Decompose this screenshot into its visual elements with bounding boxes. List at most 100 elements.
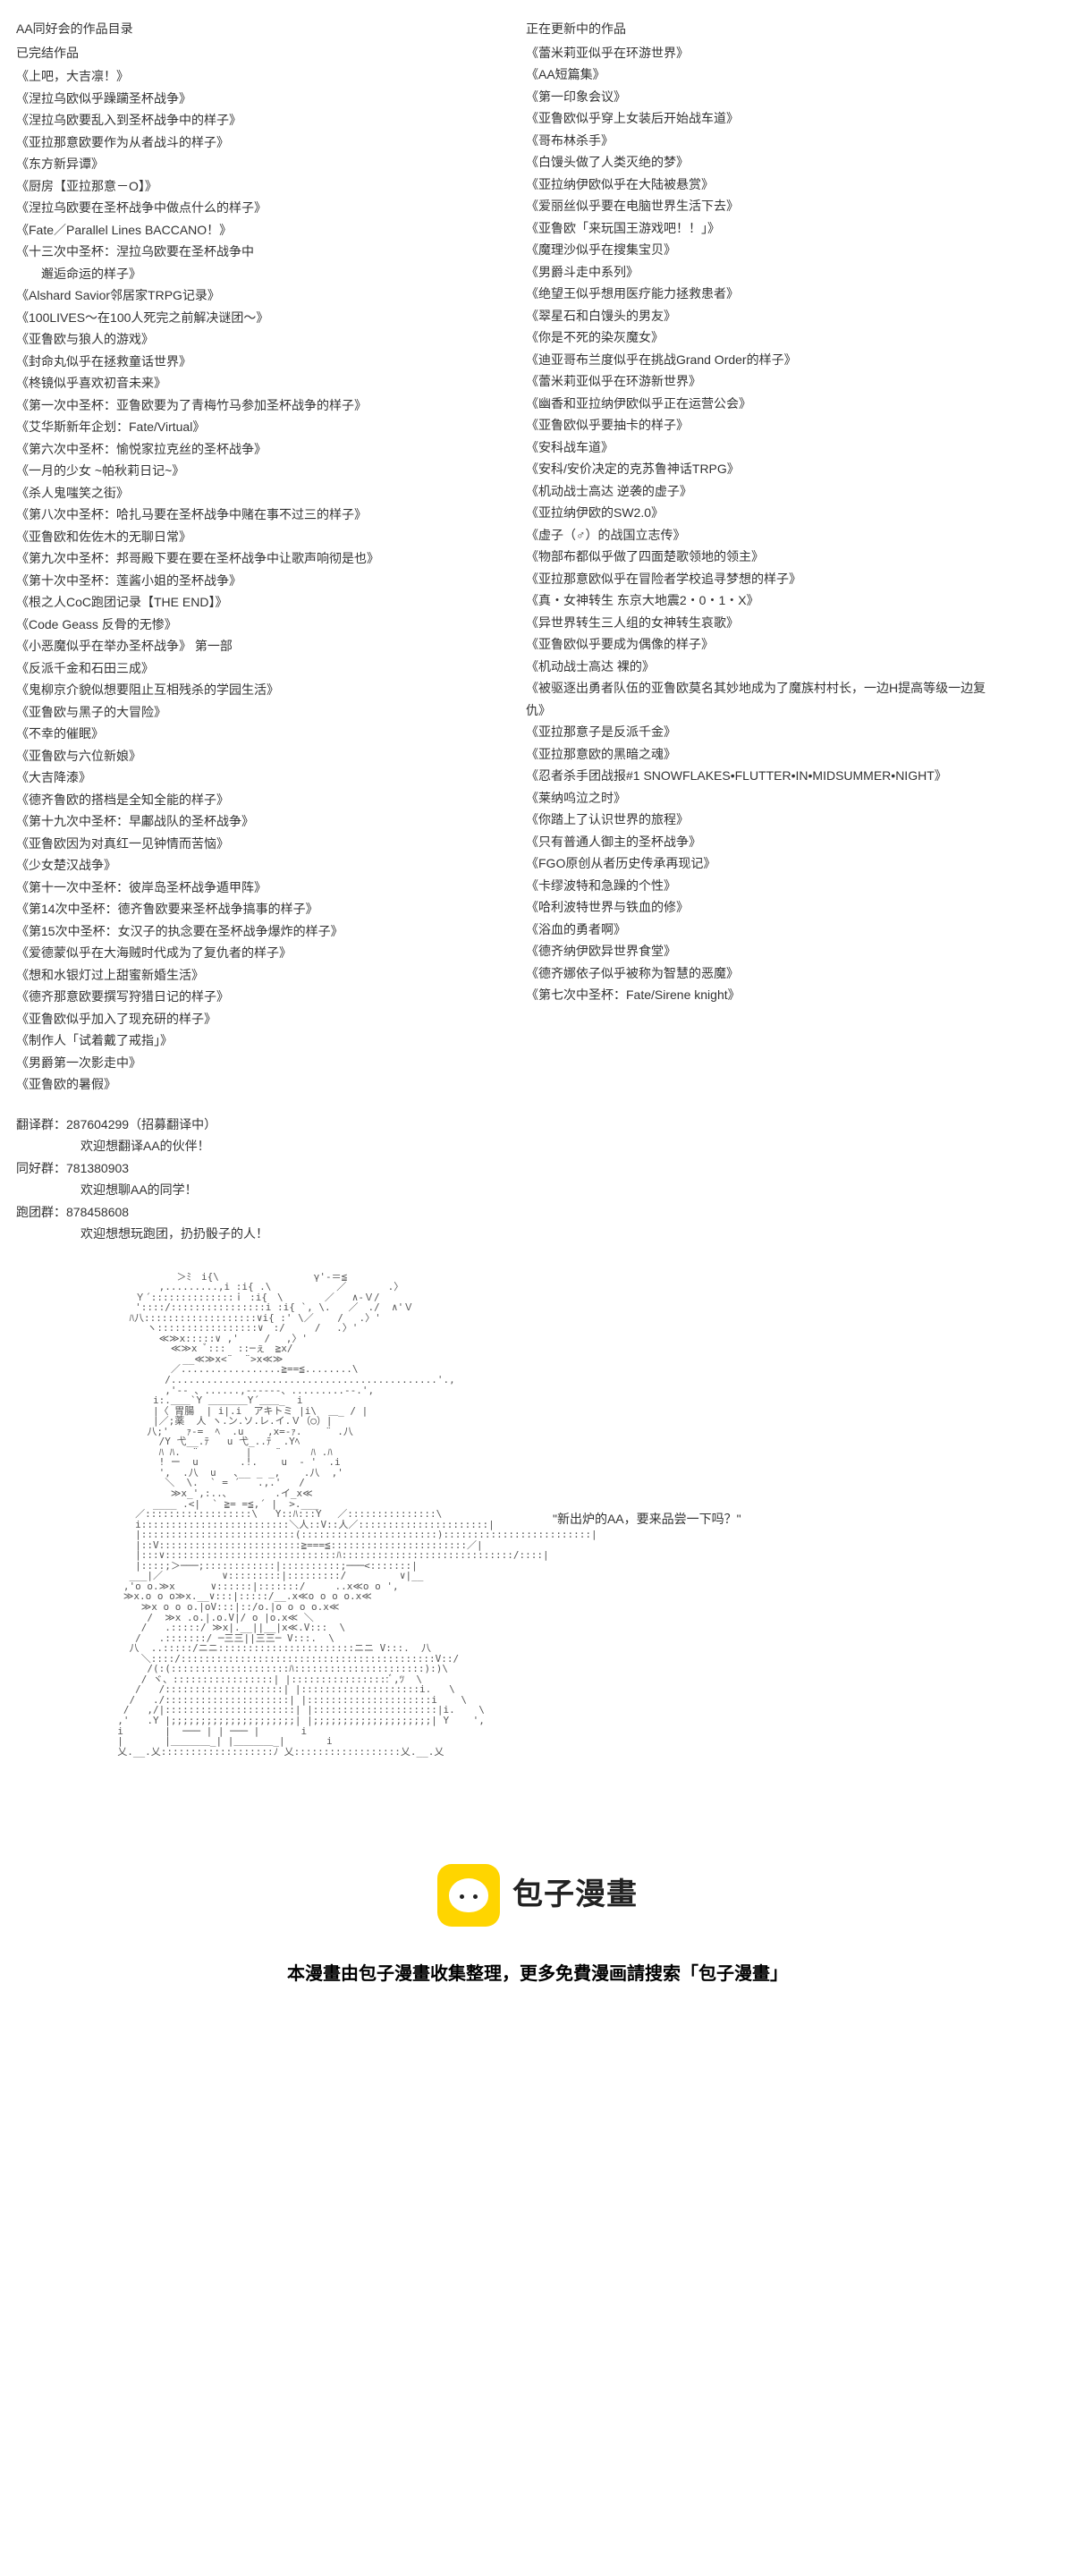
work-item: 《哈利波特世界与铁血的修》 <box>526 896 1027 919</box>
work-item: 《虚子（♂）的战国立志传》 <box>526 524 1027 547</box>
work-item: 《第十一次中圣杯：彼岸岛圣杯战争遁甲阵》 <box>16 877 517 899</box>
work-item: 《蕾米莉亚似乎在环游新世界》 <box>526 370 1027 393</box>
brand-logo-row: 包子漫畫 <box>16 1864 1059 1927</box>
work-item: 《莱纳呜泣之时》 <box>526 787 1027 809</box>
updating-works-list: 《蕾米莉亚似乎在环游世界》《AA短篇集》《第一印象会议》《亚鲁欧似乎穿上女装后开… <box>526 42 1027 1006</box>
work-item: 《第一次中圣杯：亚鲁欧要为了青梅竹马参加圣杯战争的样子》 <box>16 394 517 417</box>
group-line: 欢迎想想玩跑团，扔扔骰子的人！ <box>16 1223 517 1245</box>
work-item: 《第七次中圣杯：Fate/Sirene knight》 <box>526 984 1027 1006</box>
work-item: 《德齐鲁欧的搭档是全知全能的样子》 <box>16 789 517 811</box>
work-item: 《亚鲁欧「来玩国王游戏吧！！」》 <box>526 217 1027 240</box>
work-item: 《幽香和亚拉纳伊欧似乎正在运营公会》 <box>526 393 1027 415</box>
group-line: 同好群：781380903 <box>16 1157 517 1180</box>
work-item: 《Alshard Savior邻居家TRPG记录》 <box>16 284 517 307</box>
work-item: 《第14次中圣杯：德齐鲁欧要来圣杯战争搞事的样子》 <box>16 898 517 920</box>
work-item: 《涅拉乌欧要乱入到圣杯战争中的样子》 <box>16 109 517 131</box>
work-item: 《Code Geass 反骨的无惨》 <box>16 614 517 636</box>
work-item: 《亚鲁欧似乎穿上女装后开始战车道》 <box>526 107 1027 130</box>
work-item: 《亚拉那意欧似乎在冒险者学校追寻梦想的样子》 <box>526 568 1027 590</box>
work-item: 《反派千金和石田三成》 <box>16 657 517 680</box>
group-line: 跑团群：878458608 <box>16 1201 517 1224</box>
work-item: 《亚拉那意子是反派千金》 <box>526 721 1027 743</box>
work-item: 《机动战士高达 逆袭的虚子》 <box>526 480 1027 503</box>
work-item: 《100LIVES～在100人死完之前解决谜团～》 <box>16 307 517 329</box>
work-item: 《十三次中圣杯：涅拉乌欧要在圣杯战争中 <box>16 241 517 263</box>
work-item: 《鬼柳京介貌似想要阻止互相残杀的学园生活》 <box>16 679 517 701</box>
work-item: 《爱丽丝似乎要在电脑世界生活下去》 <box>526 195 1027 217</box>
updating-heading: 正在更新中的作品 <box>526 18 1027 40</box>
footer-note: 本漫畫由包子漫畫收集整理，更多免費漫画請搜索「包子漫畫」 <box>16 1959 1059 1990</box>
work-item: 《真・女神转生 东京大地震2・0・1・X》 <box>526 589 1027 612</box>
catalog-heading: AA同好会的作品目录 <box>16 18 517 40</box>
ascii-art: ＞ﾐ i{\ γ'-＝≦ ,.........,i :i{ .\ ／ .〉 Ｙ´… <box>16 1272 517 1758</box>
work-item: 《厨房【亚拉那意－O】》 <box>16 175 517 198</box>
work-item: 《Fate／Parallel Lines BACCANO！》 <box>16 219 517 242</box>
work-item: 《亚鲁欧似乎加入了现充研的样子》 <box>16 1008 517 1030</box>
work-item: 《大吉降溙》 <box>16 767 517 789</box>
work-item: 《物部布都似乎做了四面楚歌领地的领主》 <box>526 546 1027 568</box>
groups-block: 翻译群：287604299（招募翻译中）欢迎想翻译AA的伙伴！同好群：78138… <box>16 1114 517 1245</box>
work-item: 《想和水银灯过上甜蜜新婚生活》 <box>16 964 517 987</box>
work-item: 《亚鲁欧和佐佐木的无聊日常》 <box>16 526 517 548</box>
work-item: 《亚鲁欧因为对真红一见钟情而苦恼》 <box>16 833 517 855</box>
work-item: 《一月的少女 ~帕秋莉日记~》 <box>16 460 517 482</box>
work-item: 《艾华斯新年企划：Fate/Virtual》 <box>16 416 517 438</box>
work-item: 《根之人CoC跑团记录【THE END】》 <box>16 591 517 614</box>
work-item: 《德齐娜依子似乎被称为智慧的恶魔》 <box>526 962 1027 985</box>
work-item: 《第八次中圣杯：哈扎马要在圣杯战争中赌在事不过三的样子》 <box>16 504 517 526</box>
work-item: 《亚鲁欧与狼人的游戏》 <box>16 328 517 351</box>
work-item: 《亚拉纳伊欧的SW2.0》 <box>526 502 1027 524</box>
work-item: 《封命丸似乎在拯救童话世界》 <box>16 351 517 373</box>
work-item: 《你踏上了认识世界的旅程》 <box>526 809 1027 831</box>
work-item: 《AA短篇集》 <box>526 64 1027 86</box>
work-item: 《德齐那意欧要撰写狩猎日记的样子》 <box>16 986 517 1008</box>
work-item: 《第九次中圣杯：邦哥殿下要在要在圣杯战争中让歌声响彻是也》 <box>16 547 517 570</box>
work-item: 《第15次中圣杯：女汉子的执念要在圣杯战争爆炸的样子》 <box>16 920 517 943</box>
work-item: 《机动战士高达 裸的》 <box>526 656 1027 678</box>
work-item: 《第一印象会议》 <box>526 86 1027 108</box>
completed-subheading: 已完结作品 <box>16 42 517 64</box>
work-item: 《男爵第一次影走中》 <box>16 1052 517 1074</box>
work-item: 《涅拉乌欧要在圣杯战争中做点什么的样子》 <box>16 197 517 219</box>
completed-works-list: 《上吧，大吉凛！》《涅拉乌欧似乎躁躏圣杯战争》《涅拉乌欧要乱入到圣杯战争中的样子… <box>16 65 517 1096</box>
work-item: 《第十次中圣杯：莲酱小姐的圣杯战争》 <box>16 570 517 592</box>
group-line: 翻译群：287604299（招募翻译中） <box>16 1114 517 1136</box>
work-item: 《亚鲁欧与六位新娘》 <box>16 745 517 767</box>
quote-text: "新出炉的AA，要来品尝一下吗？" <box>553 1499 741 1530</box>
work-item: 《安科战车道》 <box>526 436 1027 459</box>
work-item: 《涅拉乌欧似乎躁躏圣杯战争》 <box>16 88 517 110</box>
work-item: 《卡缪波特和急躁的个性》 <box>526 875 1027 897</box>
work-item: 邂逅命运的样子》 <box>16 263 517 285</box>
group-line: 欢迎想聊AA的同学！ <box>16 1179 517 1201</box>
brand-icon <box>437 1864 500 1927</box>
work-item: 《第十九次中圣杯：早鄘战队的圣杯战争》 <box>16 810 517 833</box>
work-item: 《蕾米莉亚似乎在环游世界》 <box>526 42 1027 64</box>
work-item: 《制作人「试着戴了戒指」》 <box>16 1030 517 1052</box>
work-item: 《亚鲁欧似乎要成为偶像的样子》 <box>526 633 1027 656</box>
work-item: 《亚拉纳伊欧似乎在大陆被悬赏》 <box>526 174 1027 196</box>
work-item: 《白馒头做了人类灭绝的梦》 <box>526 151 1027 174</box>
work-item: 《FGO原创从者历史传承再现记》 <box>526 852 1027 875</box>
work-item: 《浴血的勇者啊》 <box>526 919 1027 941</box>
work-item: 《你是不死的染灰魔女》 <box>526 326 1027 349</box>
work-item: 《安科/安价决定的克苏鲁神话TRPG》 <box>526 458 1027 480</box>
work-item: 《亚拉那意欧的黑暗之魂》 <box>526 743 1027 766</box>
work-item: 《德齐纳伊欧异世界食堂》 <box>526 940 1027 962</box>
work-item: 《亚拉那意欧要作为从者战斗的样子》 <box>16 131 517 154</box>
work-item: 《被驱逐出勇者队伍的亚鲁欧莫名其妙地成为了魔族村村长，一边H提高等级一边复仇》 <box>526 677 991 721</box>
work-item: 《迪亚哥布兰度似乎在挑战Grand Order的样子》 <box>526 349 1027 371</box>
work-item: 《男爵斗走中系列》 <box>526 261 1027 284</box>
group-line: 欢迎想翻译AA的伙伴！ <box>16 1135 517 1157</box>
work-item: 《绝望王似乎想用医疗能力拯救患者》 <box>526 283 1027 305</box>
bun-icon <box>449 1878 488 1912</box>
work-item: 《柊镜似乎喜欢初音未来》 <box>16 372 517 394</box>
work-item: 《杀人鬼嗤笑之街》 <box>16 482 517 504</box>
work-item: 《上吧，大吉凛！》 <box>16 65 517 88</box>
work-item: 《亚鲁欧与黑子的大冒险》 <box>16 701 517 724</box>
work-item: 《异世界转生三人组的女神转生哀歌》 <box>526 612 1027 634</box>
work-item: 《忍者杀手团战报#1 SNOWFLAKES•FLUTTER•IN•MIDSUMM… <box>526 765 991 787</box>
work-item: 《少女楚汉战争》 <box>16 854 517 877</box>
work-item: 《爱德蒙似乎在大海贼时代成为了复仇者的样子》 <box>16 942 517 964</box>
work-item: 《亚鲁欧的暑假》 <box>16 1073 517 1096</box>
work-item: 《翠星石和白馒头的男友》 <box>526 305 1027 327</box>
